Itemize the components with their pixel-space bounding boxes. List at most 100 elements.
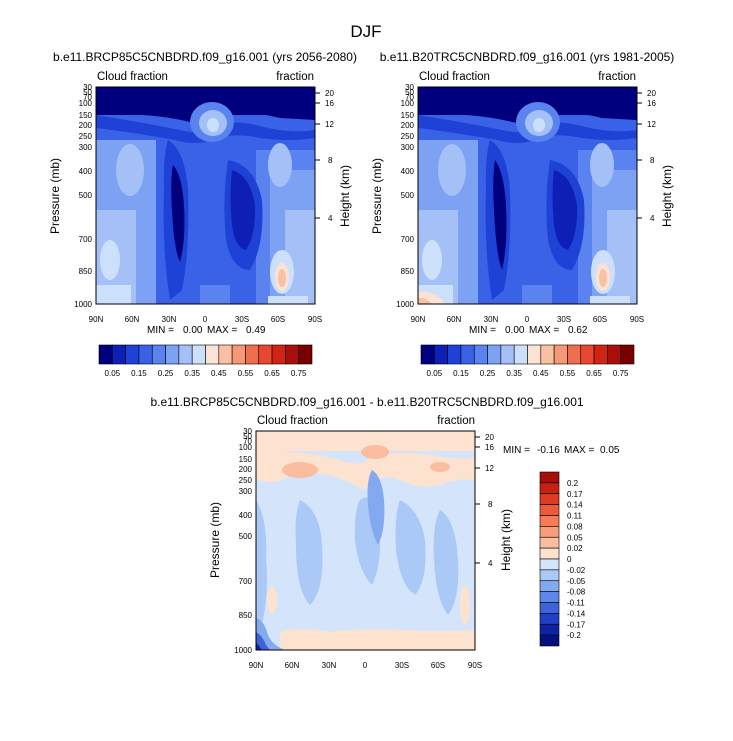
y-tick-label: 700: [79, 235, 93, 244]
colorbar-swatch: [539, 547, 560, 560]
y-tick-label: 200: [79, 121, 93, 130]
x-tick-label: 60N: [285, 661, 300, 670]
y-right-axis-title: Height (km): [338, 165, 352, 227]
colorbar-swatch: [539, 602, 560, 614]
colorbar-swatch: [473, 344, 488, 365]
y-right-tick-label: 20: [485, 433, 494, 442]
min-value: -0.16: [537, 445, 560, 456]
panel-left-label: Cloud fraction: [419, 71, 490, 83]
colorbar-swatch: [539, 482, 560, 495]
colorbar-swatch: [539, 634, 560, 647]
min-value: 0.00: [505, 325, 525, 336]
y-axis-title: Pressure (mb): [208, 502, 222, 578]
y-tick-label: 400: [401, 167, 415, 176]
colorbar-swatch: [447, 344, 462, 365]
y-tick-label: 100: [239, 443, 253, 452]
y-right-axis-title: Height (km): [660, 165, 674, 227]
y-tick-label: 300: [239, 487, 253, 496]
x-tick-label: 0: [525, 315, 530, 324]
x-tick-label: 90N: [249, 661, 264, 670]
y-tick-label: 500: [239, 532, 253, 541]
x-tick-label: 30N: [322, 661, 337, 670]
height-axis: 20 16 12 8 4: [475, 433, 494, 568]
colorbar: 0.05 0.15 0.25 0.35 0.45 0.55 0.65 0.75: [420, 344, 635, 378]
pressure-axis: 30 50 70 100 150 200 250 300 400 500 700…: [396, 83, 414, 309]
max-label: MAX =: [564, 445, 594, 456]
y-tick-label: 1000: [74, 300, 92, 309]
colorbar-tick-label: 0.55: [238, 369, 254, 378]
x-tick-label: 90N: [411, 315, 426, 324]
panel-difference: b.e11.BRCP85C5CNBDRD.f09_g16.001 - b.e11…: [150, 395, 619, 670]
colorbar-tick-label: 0.65: [264, 369, 280, 378]
figure-title: DJF: [350, 22, 381, 41]
x-tick-label: 30S: [235, 315, 249, 324]
colorbar-swatch: [539, 623, 560, 636]
y-right-tick-label: 16: [485, 443, 494, 452]
x-tick-label: 90N: [89, 315, 104, 324]
y-tick-label: 850: [239, 611, 253, 620]
max-label: MAX =: [529, 325, 559, 336]
colorbar-swatch: [245, 344, 260, 365]
height-axis: 20 16 12 8 4: [637, 89, 656, 223]
colorbar-swatch: [539, 569, 560, 582]
colorbar-tick-label: -0.17: [567, 620, 586, 629]
y-tick-label: 400: [239, 511, 253, 520]
colorbar-swatch: [539, 526, 560, 538]
panel-left-label: Cloud fraction: [97, 71, 168, 83]
min-value: 0.00: [183, 325, 203, 336]
y-right-tick-label: 16: [647, 99, 656, 108]
panel-right-label: fraction: [276, 71, 314, 83]
x-tick-label: 60S: [271, 315, 285, 324]
y-tick-label: 250: [401, 132, 415, 141]
min-label: MIN =: [469, 325, 496, 336]
y-tick-label: 30: [83, 83, 92, 92]
x-tick-label: 60N: [125, 315, 140, 324]
x-tick-label: 30S: [395, 661, 409, 670]
colorbar-tick-label: 0.55: [560, 369, 576, 378]
x-tick-label: 90S: [468, 661, 482, 670]
y-right-tick-label: 12: [325, 120, 334, 129]
y-tick-label: 30: [243, 427, 252, 436]
colorbar-tick-label: 0.75: [613, 369, 629, 378]
y-tick-label: 250: [79, 132, 93, 141]
colorbar-swatch: [178, 344, 193, 365]
y-tick-label: 70: [83, 93, 92, 102]
colorbar-swatch: [593, 344, 608, 365]
y-right-tick-label: 8: [488, 500, 493, 509]
panel-title: b.e11.BRCP85C5CNBDRD.f09_g16.001 - b.e11…: [150, 395, 583, 409]
y-tick-label: 100: [79, 99, 93, 108]
y-right-tick-label: 20: [647, 89, 656, 98]
x-axis: 90N 60N 30N 0 30S 60S 90S: [249, 661, 482, 670]
x-tick-label: 90S: [630, 315, 644, 324]
x-tick-label: 0: [203, 315, 208, 324]
y-tick-label: 50: [405, 88, 414, 97]
panel-title: b.e11.BRCP85C5CNBDRD.f09_g16.001 (yrs 20…: [53, 50, 357, 64]
colorbar-swatch: [125, 344, 140, 365]
pressure-axis: 30 50 70 100 150 200 250 300 400 500 700…: [234, 427, 252, 655]
colorbar-swatch: [539, 471, 560, 484]
x-tick-label: 60S: [593, 315, 607, 324]
colorbar-swatch: [553, 344, 568, 365]
max-value: 0.62: [568, 325, 588, 336]
colorbar-swatch: [98, 344, 113, 365]
colorbar-swatch: [231, 344, 246, 365]
contour-field: [256, 431, 475, 650]
colorbar-tick-label: -0.14: [567, 609, 586, 618]
x-tick-label: 30S: [557, 315, 571, 324]
y-tick-label: 200: [239, 465, 253, 474]
panel-left-label: Cloud fraction: [257, 415, 328, 427]
min-label: MIN =: [503, 445, 530, 456]
colorbar-swatch: [191, 344, 206, 365]
colorbar-tick-label: 0.05: [567, 533, 583, 542]
y-axis-title: Pressure (mb): [48, 158, 62, 234]
colorbar-vertical: 0.2 0.17 0.14 0.110.08 0.05 0.02 0 -0.02 -0.05 -0…: [539, 471, 586, 647]
y-tick-label: 400: [79, 167, 93, 176]
colorbar-tick-label: 0.75: [291, 369, 307, 378]
y-tick-label: 70: [243, 437, 252, 446]
colorbar-swatch: [112, 344, 126, 365]
y-tick-label: 500: [401, 191, 415, 200]
colorbar-swatch: [539, 558, 560, 571]
colorbar-swatch: [580, 344, 595, 365]
colorbar-tick-label: 0.11: [567, 512, 583, 521]
